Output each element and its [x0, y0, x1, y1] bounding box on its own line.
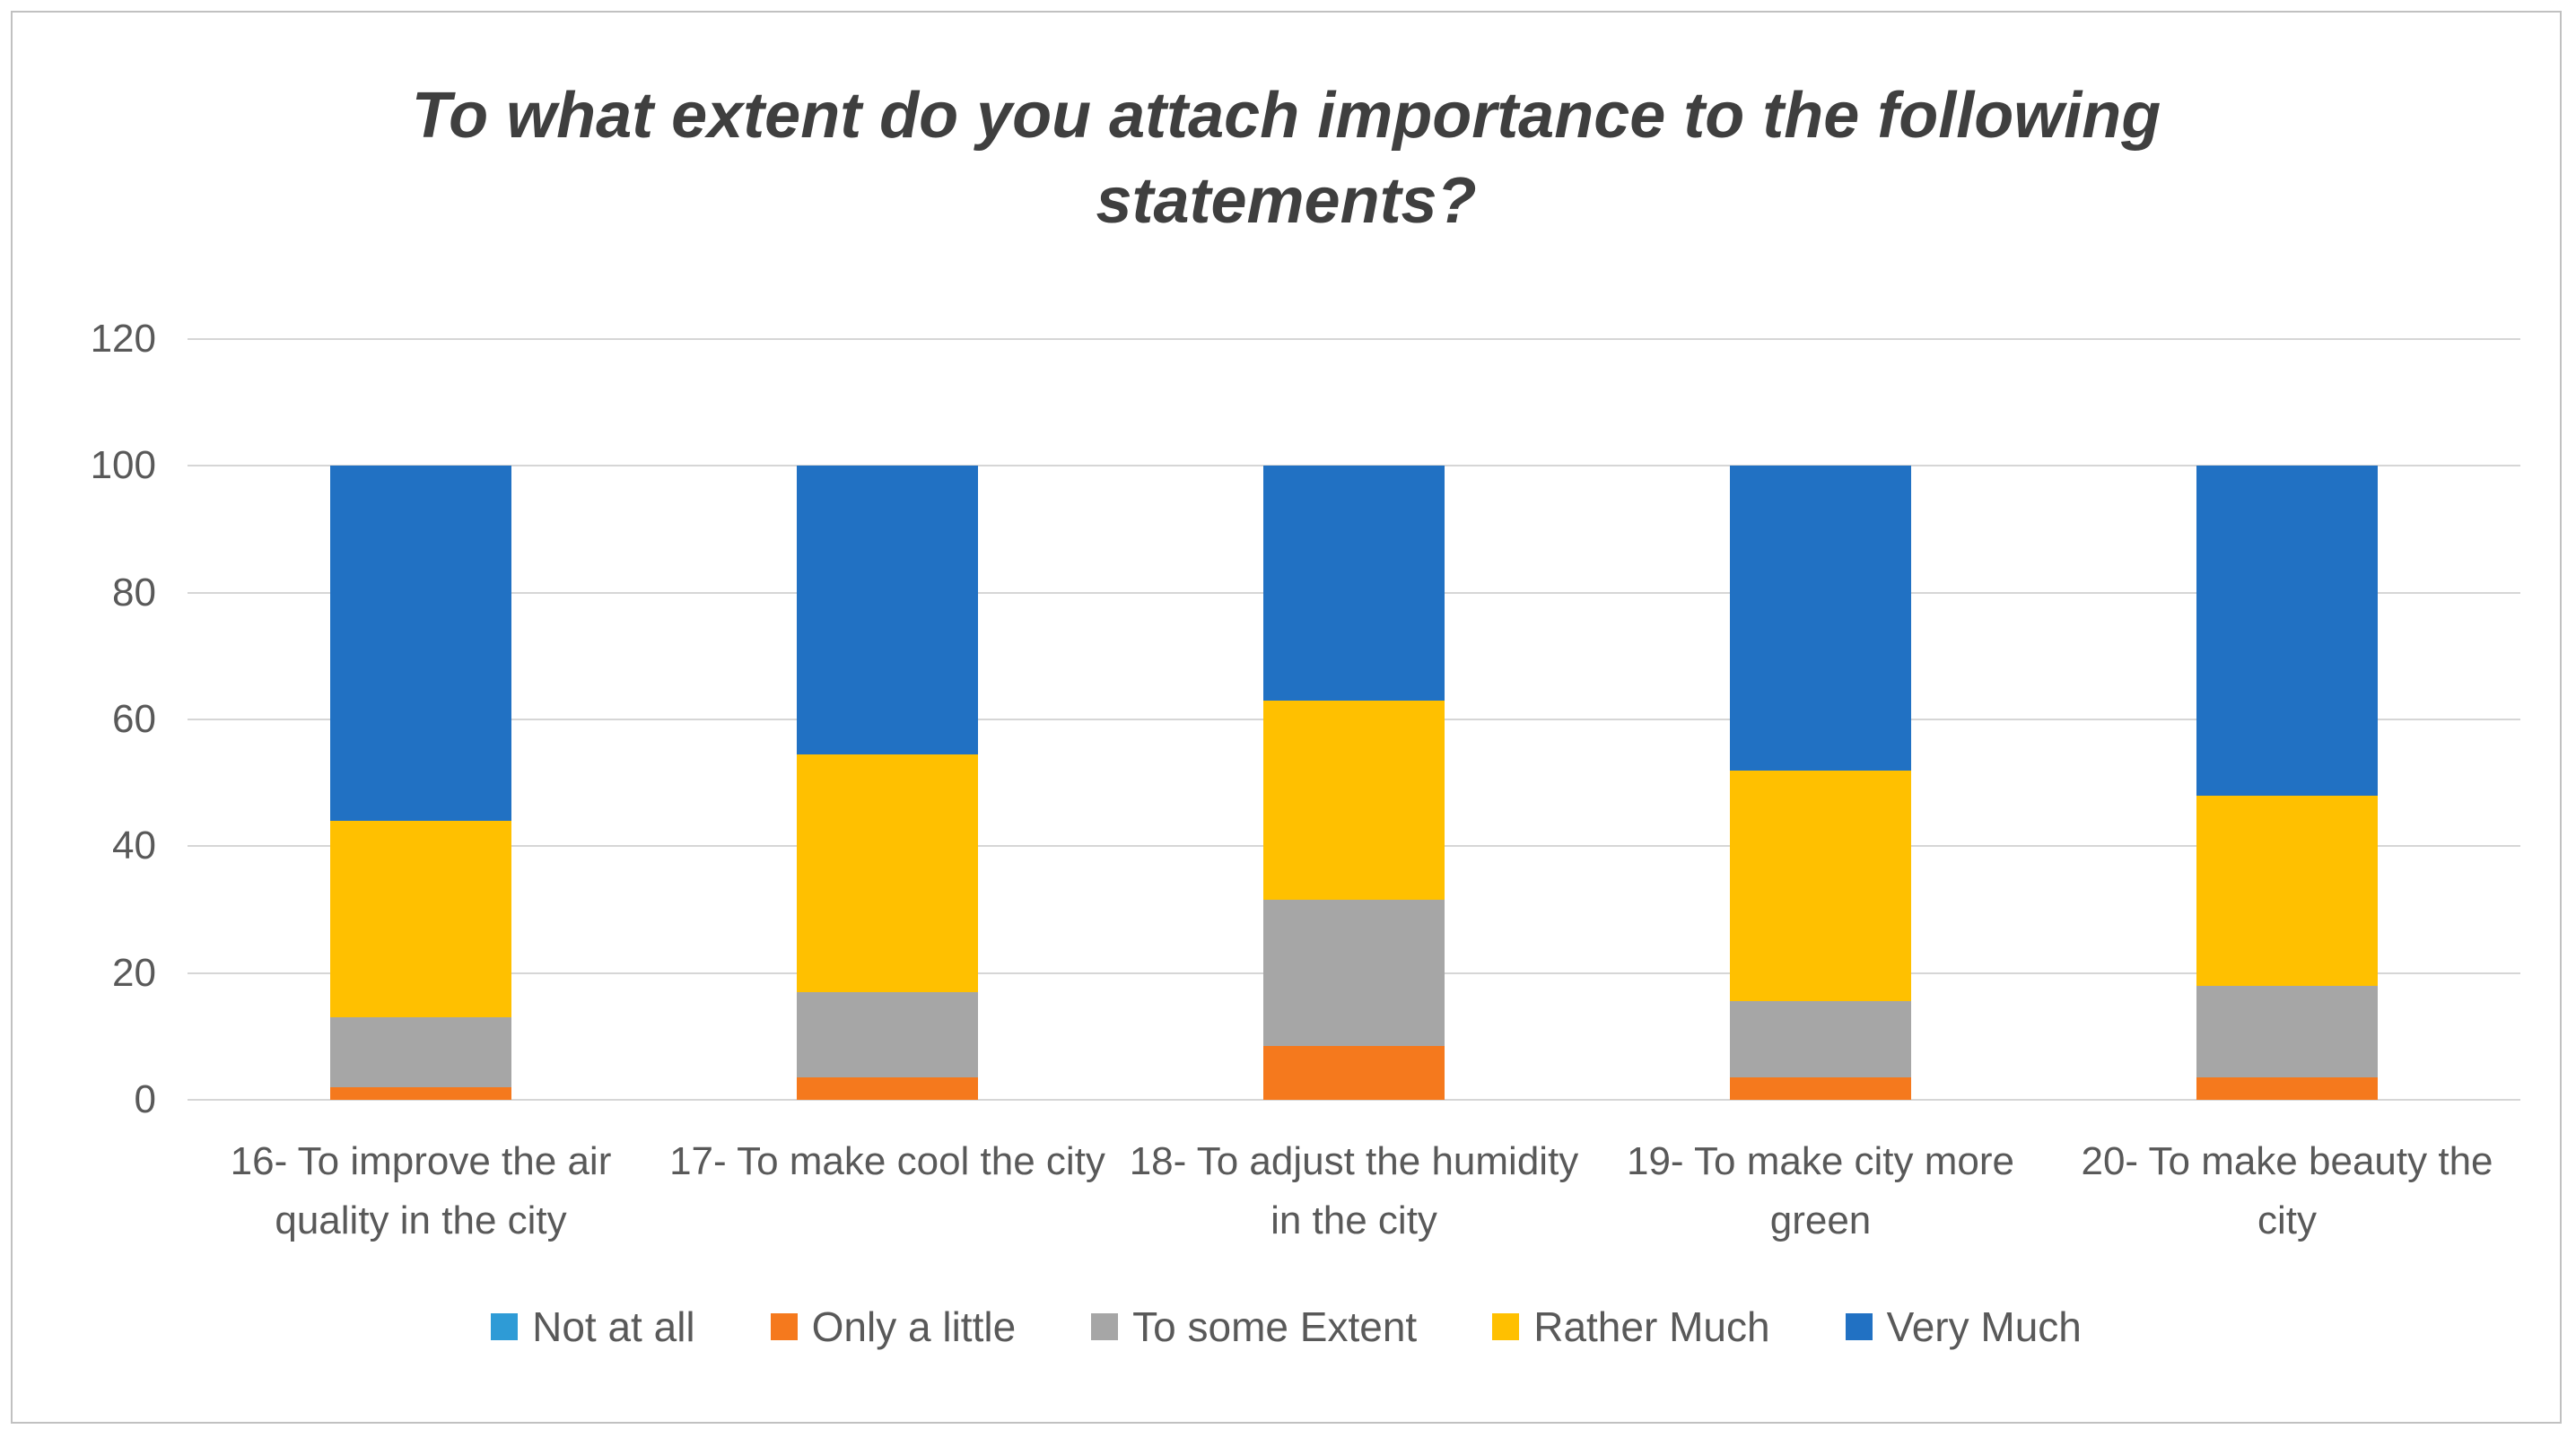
bar-segment-to-some-extent	[2196, 985, 2378, 1078]
bar	[1263, 466, 1445, 1100]
x-category-label: 17- To make cool the city	[669, 1139, 1105, 1183]
legend-swatch	[770, 1313, 798, 1340]
y-tick-label: 80	[112, 570, 156, 614]
y-tick-label: 100	[90, 443, 156, 488]
bar	[1730, 466, 1911, 1100]
x-category-label: 20- To make beauty the city	[2081, 1139, 2493, 1242]
y-tick-label: 40	[112, 824, 156, 868]
bar-segment-very-much	[330, 466, 511, 822]
bar-segment-very-much	[1730, 466, 1911, 771]
gridline	[188, 465, 2520, 467]
bar-segment-only-a-little	[2196, 1077, 2378, 1100]
legend-label: Only a little	[811, 1303, 1017, 1350]
bar-segment-rather-much	[797, 754, 978, 992]
y-tick-label: 0	[134, 1077, 156, 1121]
gridline	[188, 338, 2520, 340]
legend-item: Rather Much	[1492, 1303, 1770, 1350]
bar-slot	[654, 339, 1121, 1100]
bar-slot	[1587, 339, 2054, 1100]
legend-swatch	[1845, 1313, 1873, 1340]
legend-item: Only a little	[770, 1303, 1017, 1350]
legend-label: Very Much	[1886, 1303, 2082, 1350]
y-tick-label: 120	[90, 317, 156, 361]
bar	[330, 466, 511, 1100]
bar-segment-very-much	[797, 466, 978, 754]
legend-swatch	[491, 1313, 519, 1340]
bars-container	[188, 339, 2520, 1100]
bar-segment-very-much	[1263, 466, 1445, 701]
bar-slot	[1121, 339, 1587, 1100]
x-category-label: 19- To make city more green	[1626, 1139, 2014, 1242]
bar-segment-only-a-little	[1263, 1045, 1445, 1100]
bar-segment-rather-much	[2196, 795, 2378, 986]
bar-segment-very-much	[2196, 466, 2378, 796]
bar	[2196, 466, 2378, 1100]
bar-segment-to-some-extent	[797, 991, 978, 1078]
bar-segment-to-some-extent	[330, 1017, 511, 1087]
gridline	[188, 1099, 2520, 1101]
bar-segment-rather-much	[330, 821, 511, 1018]
bar-segment-only-a-little	[330, 1086, 511, 1100]
legend-item: Not at all	[491, 1306, 695, 1347]
bar-slot	[188, 339, 654, 1100]
bar-segment-only-a-little	[797, 1077, 978, 1100]
legend-item: To some Extent	[1091, 1306, 1417, 1347]
legend-swatch	[1492, 1313, 1520, 1340]
legend-label: Not at all	[532, 1303, 695, 1350]
legend-label: To some Extent	[1132, 1303, 1418, 1350]
chart-frame: To what extent do you attach importance …	[11, 11, 2562, 1424]
legend: Not at all Only a little To some Extent Rat…	[13, 1306, 2560, 1347]
bar-segment-only-a-little	[1730, 1077, 1911, 1100]
bar-segment-rather-much	[1263, 700, 1445, 901]
legend-label: Rather Much	[1533, 1303, 1770, 1350]
y-tick-label: 20	[112, 950, 156, 995]
legend-item: Very Much	[1845, 1303, 2082, 1350]
bar-segment-to-some-extent	[1263, 900, 1445, 1046]
x-category-label: 16- To improve the air quality in the ci…	[230, 1139, 612, 1242]
x-category-label: 18- To adjust the humidity in the city	[1129, 1139, 1579, 1242]
chart-title: To what extent do you attach importance …	[411, 80, 2161, 238]
y-tick-label: 60	[112, 697, 156, 741]
bar-slot	[2054, 339, 2520, 1100]
bar-segment-to-some-extent	[1730, 1001, 1911, 1078]
legend-swatch	[1091, 1313, 1119, 1340]
bar-segment-rather-much	[1730, 770, 1911, 1002]
x-axis-labels: 16- To improve the air quality in the ci…	[188, 1132, 2520, 1251]
bar	[797, 466, 978, 1100]
